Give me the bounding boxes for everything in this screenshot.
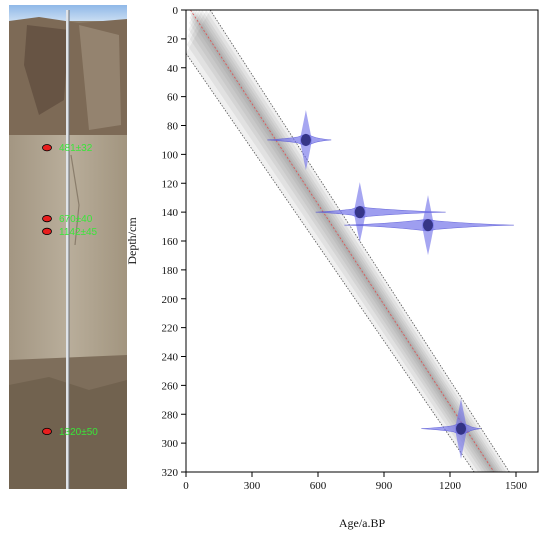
y-tick-label: 120 bbox=[162, 178, 179, 190]
date-distribution-core bbox=[354, 206, 365, 219]
x-tick-label: 1200 bbox=[439, 480, 462, 492]
x-tick-label: 900 bbox=[376, 480, 393, 492]
age-model-band-layer bbox=[189, 10, 499, 472]
age-model-band-layer bbox=[187, 10, 504, 472]
x-axis: 0 300 600 900 1200 1500 bbox=[183, 472, 528, 492]
date-distribution bbox=[421, 398, 481, 459]
y-tick-label: 60 bbox=[167, 92, 179, 104]
y-tick-label: 40 bbox=[167, 63, 179, 75]
date-distribution-age bbox=[315, 205, 446, 219]
y-tick-label: 160 bbox=[162, 236, 179, 248]
y-tick-label: 20 bbox=[167, 34, 179, 46]
y-tick-label: 280 bbox=[162, 409, 179, 421]
age-model-band-layer bbox=[189, 10, 497, 472]
date-distribution-core bbox=[456, 422, 466, 435]
y-tick-label: 200 bbox=[162, 294, 179, 306]
lower-bound-line bbox=[186, 53, 475, 472]
date-distribution-age bbox=[267, 133, 332, 147]
date-distribution bbox=[344, 195, 514, 256]
y-axis-title: Depth/cm bbox=[125, 217, 139, 265]
x-tick-label: 1500 bbox=[505, 480, 528, 492]
y-tick-label: 0 bbox=[173, 5, 179, 17]
y-tick-label: 260 bbox=[162, 380, 179, 392]
y-axis: 0 20 40 60 80 100 120 140 160 180 200 220 240 260 280 3… bbox=[162, 5, 186, 479]
y-tick-label: 300 bbox=[162, 438, 179, 450]
median-age-line bbox=[190, 10, 495, 472]
profile-photo bbox=[9, 5, 127, 489]
age-model-band-layer bbox=[186, 10, 507, 472]
date-distribution bbox=[315, 182, 446, 243]
date-distribution bbox=[267, 109, 332, 170]
y-tick-label: 140 bbox=[162, 207, 179, 219]
x-tick-label: 600 bbox=[310, 480, 327, 492]
age-model-band-layer bbox=[188, 10, 501, 472]
y-tick-label: 320 bbox=[162, 467, 179, 479]
date-distributions bbox=[267, 109, 514, 459]
x-axis-title: Age/a.BP bbox=[339, 516, 386, 530]
date-distribution-core bbox=[423, 219, 433, 232]
y-tick-label: 100 bbox=[162, 149, 179, 161]
x-tick-label: 0 bbox=[183, 480, 189, 492]
y-tick-label: 180 bbox=[162, 265, 179, 277]
date-distribution-core bbox=[300, 133, 311, 146]
y-tick-label: 80 bbox=[167, 121, 179, 133]
y-tick-label: 220 bbox=[162, 323, 179, 335]
y-tick-label: 240 bbox=[162, 352, 179, 364]
x-tick-label: 300 bbox=[244, 480, 261, 492]
age-model-band-layer bbox=[186, 10, 510, 472]
